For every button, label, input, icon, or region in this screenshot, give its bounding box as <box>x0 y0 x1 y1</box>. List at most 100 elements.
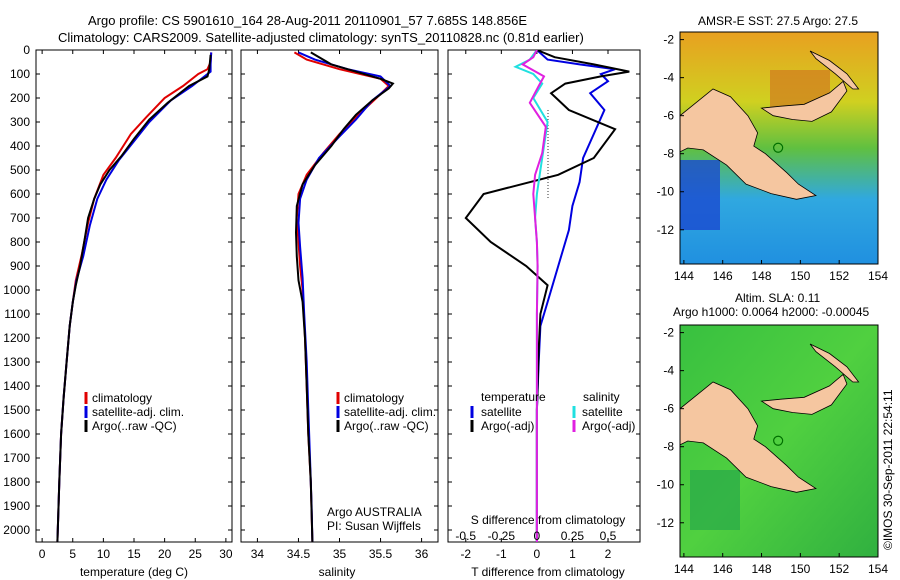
x-tick-label: 0 <box>534 547 541 561</box>
series-line-climatology <box>293 51 391 542</box>
map-x-tick-label: 144 <box>674 562 694 576</box>
land-png <box>680 88 817 200</box>
sla-map-title: Altim. SLA: 0.11 <box>735 291 820 305</box>
difference-panel: -2 -1 0 1 2 S difference from climatology -0… <box>447 49 641 579</box>
s-tick-label: -0.25 <box>488 529 516 543</box>
y-tick-label: 700 <box>10 211 30 225</box>
y-tick-label: 1200 <box>3 331 30 345</box>
y-tick-label: 1900 <box>3 499 30 513</box>
y-tick-label: 2000 <box>3 523 30 537</box>
s-tick-label: 0.5 <box>600 529 617 543</box>
map-y-tick-label: -4 <box>663 71 674 85</box>
temperature-xlabel: temperature (deg C) <box>80 565 188 579</box>
sla-map-axes: 144 146 148 150 152 154 -2 -4 -6 -8 -10 -12 <box>657 326 889 576</box>
temperature-x-axis: 0 5 10 15 20 25 30 <box>39 50 233 561</box>
sla-low-patch <box>690 470 740 530</box>
title-line-2: Climatology: CARS2009. Satellite-adjuste… <box>58 30 584 45</box>
legend-climatology: climatology <box>92 391 152 405</box>
map-x-tick-label: 150 <box>790 269 810 283</box>
argo-agency-label: Argo AUSTRALIA <box>327 505 422 519</box>
y-tick-label: 200 <box>10 91 30 105</box>
land-png <box>680 381 817 493</box>
salinity-legend: climatology satellite-adj. clim. Argo(..… <box>336 391 436 433</box>
map-y-tick-label: -10 <box>657 185 675 199</box>
temperature-legend: climatology satellite-adj. clim. Argo(..… <box>84 391 184 433</box>
y-tick-label: 1500 <box>3 403 30 417</box>
x-tick-label: 20 <box>158 547 172 561</box>
map-x-tick-label: 154 <box>868 562 888 576</box>
s-tick-label: 0 <box>534 529 541 543</box>
s-tick-label: -0.5 <box>455 529 476 543</box>
y-tick-label: 800 <box>10 235 30 249</box>
map-y-tick-label: -12 <box>657 223 675 237</box>
y-tick-label: 1300 <box>3 355 30 369</box>
y-tick-label: 500 <box>10 163 30 177</box>
land-new-ireland <box>809 50 860 90</box>
map-x-tick-label: 144 <box>674 269 694 283</box>
legend-salinity-header: salinity <box>583 390 620 404</box>
sst-map-panel: AMSR-E SST: 27.5 Argo: 27.5 144 146 148 150… <box>657 14 889 283</box>
y-tick-label: 1000 <box>3 283 30 297</box>
temperature-axes-frame <box>35 49 233 543</box>
salinity-xlabel: salinity <box>319 565 356 579</box>
x-tick-label: -2 <box>460 547 471 561</box>
map-x-tick-label: 148 <box>752 562 772 576</box>
x-tick-label: 36 <box>415 547 429 561</box>
x-tick-label: 25 <box>189 547 203 561</box>
imos-timestamp: ©IMOS 30-Sep-2011 22:54:11 <box>881 389 895 550</box>
map-y-tick-label: -10 <box>657 478 675 492</box>
y-tick-label: 400 <box>10 139 30 153</box>
x-tick-label: 10 <box>97 547 111 561</box>
land-new-ireland <box>809 343 860 383</box>
series-line-satellite-adj-clim- <box>297 51 392 542</box>
y-tick-label: 1400 <box>3 379 30 393</box>
sst-map-title: AMSR-E SST: 27.5 Argo: 27.5 <box>698 14 858 28</box>
legend-s-satellite: satellite <box>582 405 623 419</box>
sla-map-subtitle: Argo h1000: 0.0064 h2000: -0.00045 <box>673 305 869 319</box>
x-tick-label: 34 <box>251 547 265 561</box>
legend-t-argo: Argo(-adj) <box>481 419 534 433</box>
y-tick-label: 1700 <box>3 451 30 465</box>
y-tick-label: 0 <box>23 43 30 57</box>
x-tick-label: 5 <box>69 547 76 561</box>
temperature-lines <box>56 52 213 542</box>
map-y-tick-label: -2 <box>663 326 674 340</box>
legend-climatology: climatology <box>344 391 404 405</box>
legend-temperature-header: temperature <box>481 390 546 404</box>
map-x-tick-label: 148 <box>752 269 772 283</box>
map-y-tick-label: -8 <box>663 440 674 454</box>
map-x-tick-label: 152 <box>829 269 849 283</box>
x-tick-label: 2 <box>605 547 612 561</box>
legend-argo: Argo(..raw -QC) <box>344 419 429 433</box>
x-tick-label: 30 <box>219 547 233 561</box>
map-y-tick-label: -6 <box>663 109 674 123</box>
sst-map-image <box>680 32 878 264</box>
sst-cool-patch <box>680 160 720 230</box>
land-new-britain <box>760 80 848 122</box>
map-x-tick-label: 150 <box>790 562 810 576</box>
depth-axis: 0 100 200 300 400 500 600 700 800 900 1000 1100 1200… <box>3 43 232 537</box>
sst-map-frame <box>679 31 879 265</box>
map-y-tick-label: -12 <box>657 516 675 530</box>
y-tick-label: 100 <box>10 67 30 81</box>
legend-satellite: satellite-adj. clim. <box>344 405 436 419</box>
series-line-satellite-adj-clim- <box>56 52 213 542</box>
sla-map-image <box>680 325 878 557</box>
argo-pi-label: PI: Susan Wijffels <box>327 519 421 533</box>
map-x-tick-label: 154 <box>868 269 888 283</box>
series-line-t-satellite <box>535 50 616 542</box>
x-tick-label: 34.5 <box>287 547 311 561</box>
sla-map-panel: Altim. SLA: 0.11 Argo h1000: 0.0064 h200… <box>657 291 889 576</box>
y-tick-label: 900 <box>10 259 30 273</box>
y-tick-label: 1100 <box>4 307 30 321</box>
map-x-tick-label: 146 <box>713 562 733 576</box>
land-mass <box>680 343 860 493</box>
map-y-tick-label: -6 <box>663 402 674 416</box>
x-tick-label: 15 <box>127 547 141 561</box>
argo-position-marker <box>773 142 784 153</box>
sst-map-axes: 144 146 148 150 152 154 -2 -4 -6 -8 -10 -12 <box>657 33 889 283</box>
series-line-argo-raw-qc- <box>56 54 212 542</box>
map-x-tick-label: 152 <box>829 562 849 576</box>
legend-t-satellite: satellite <box>481 405 522 419</box>
